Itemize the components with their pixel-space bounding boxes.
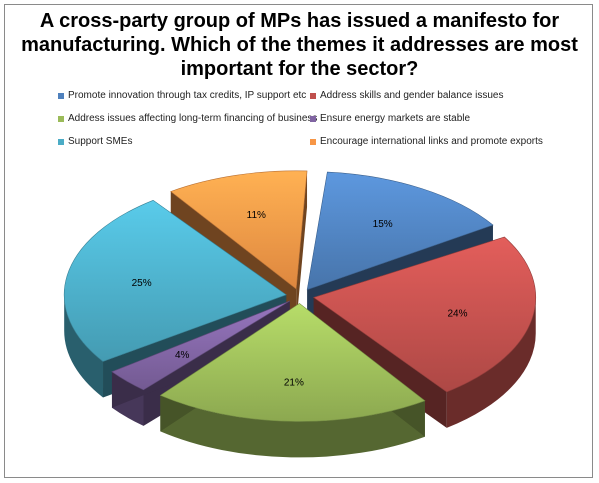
legend-item-skills: Address skills and gender balance issues bbox=[310, 90, 570, 101]
legend-swatch bbox=[310, 138, 316, 145]
slice-value-label: 4% bbox=[175, 350, 190, 361]
slice-side-wall bbox=[446, 297, 536, 428]
chart-title-line-1: A cross-party group of MPs has issued a … bbox=[39, 10, 560, 32]
chart-title-line-2: manufacturing. Which of the themes it ad… bbox=[21, 34, 578, 56]
chart-title: A cross-party group of MPs has issued a … bbox=[10, 9, 589, 81]
legend-label: Ensure energy markets are stable bbox=[320, 113, 471, 124]
legend-label: Address issues affecting long-term finan… bbox=[68, 113, 318, 124]
chart-title-line-3: important for the sector? bbox=[180, 58, 419, 80]
legend-label: Address skills and gender balance issues bbox=[320, 90, 504, 101]
legend-swatch bbox=[58, 115, 64, 122]
legend-item-exports: Encourage international links and promot… bbox=[310, 136, 570, 147]
pie-slice bbox=[170, 170, 308, 290]
legend-label: Encourage international links and promot… bbox=[320, 136, 543, 147]
legend-swatch bbox=[310, 92, 316, 99]
pie-labels: 15% 24% 21% 4% 25% 11% bbox=[132, 210, 468, 388]
slice-side-wall bbox=[160, 395, 425, 458]
legend-label: Support SMEs bbox=[68, 136, 133, 147]
legend-swatch bbox=[58, 92, 64, 99]
slice-cut-face bbox=[296, 170, 308, 325]
pie-slice bbox=[111, 300, 290, 391]
legend-label: Promote innovation through tax credits, … bbox=[68, 90, 307, 101]
pie-tops bbox=[63, 170, 537, 422]
legend-swatch bbox=[310, 115, 316, 122]
pie-slice bbox=[159, 303, 426, 422]
slice-value-label: 11% bbox=[247, 210, 266, 221]
legend-item-energy: Ensure energy markets are stable bbox=[310, 113, 570, 124]
legend-swatch bbox=[58, 138, 64, 145]
pie-slice bbox=[313, 236, 537, 393]
slice-side-wall bbox=[64, 294, 104, 398]
pie-slice bbox=[306, 171, 494, 291]
pie-slice bbox=[63, 199, 287, 362]
slice-value-label: 15% bbox=[373, 219, 393, 230]
slice-value-label: 24% bbox=[447, 309, 467, 320]
chart-legend: Promote innovation through tax credits, … bbox=[58, 90, 578, 147]
slice-value-label: 25% bbox=[132, 278, 152, 289]
slice-value-label: 21% bbox=[284, 377, 304, 388]
legend-item-financing: Address issues affecting long-term finan… bbox=[58, 113, 317, 124]
legend-item-innovation: Promote innovation through tax credits, … bbox=[58, 90, 306, 101]
legend-item-smes: Support SMEs bbox=[58, 136, 302, 147]
